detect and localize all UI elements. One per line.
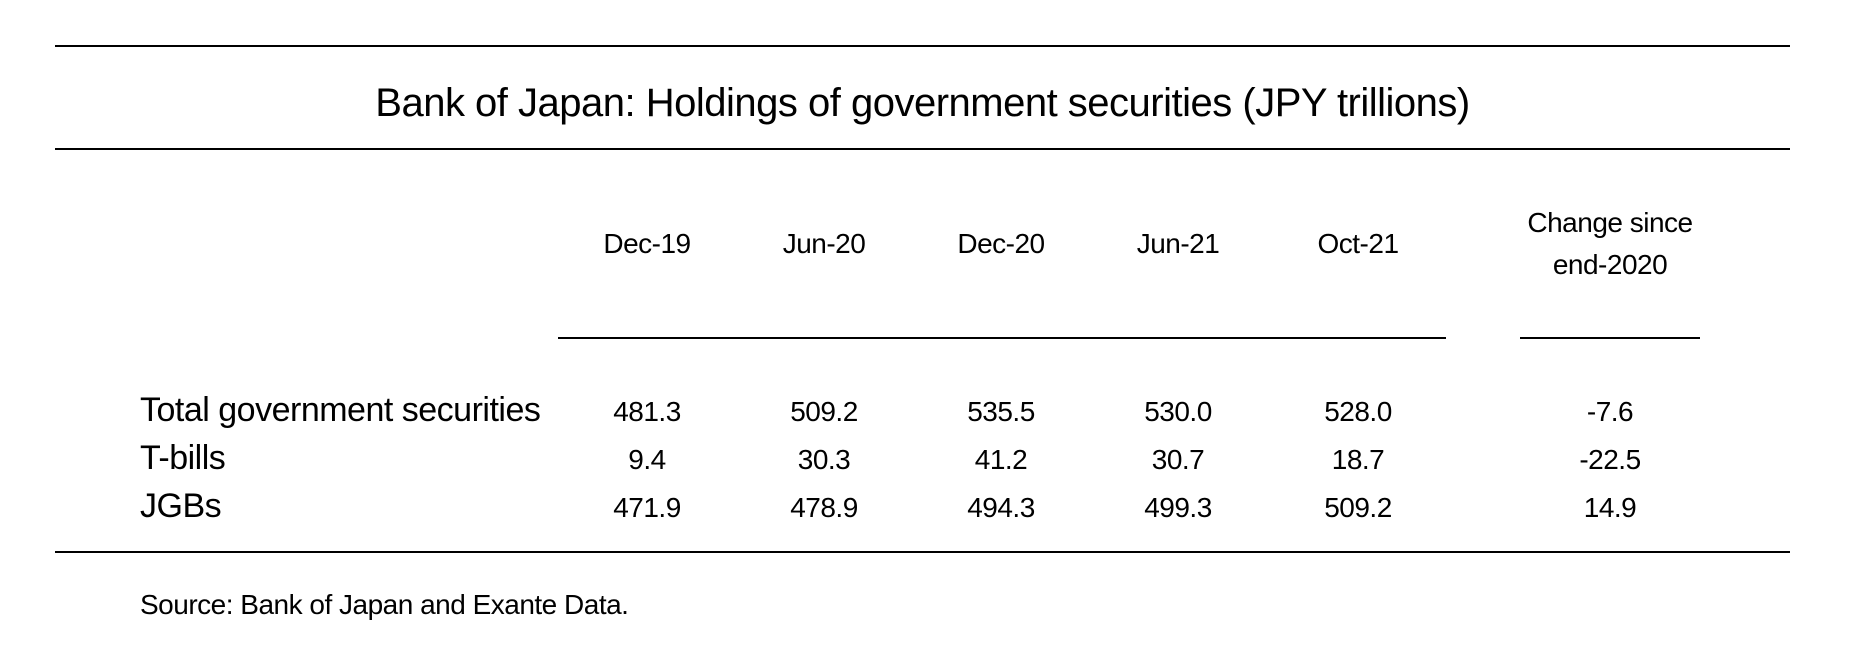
change-cell-0: -7.6 — [1586, 396, 1634, 427]
table-cell-r1-c4: 18.7 — [1331, 444, 1385, 475]
change-header-line-0: Change since — [1527, 207, 1693, 238]
change-cell-2: 14.9 — [1583, 492, 1637, 523]
title-rule — [55, 148, 1790, 150]
column-header-0: Dec-19 — [603, 228, 691, 259]
table-cell-r1-c1: 30.3 — [797, 444, 851, 475]
table-cell-r2-c4: 509.2 — [1324, 492, 1392, 523]
table-cell-r1-c3: 30.7 — [1151, 444, 1205, 475]
row-label-1: T-bills — [140, 439, 226, 477]
column-header-1: Jun-20 — [782, 228, 866, 259]
table-cell-r1-c2: 41.2 — [974, 444, 1028, 475]
row-label-0: Total government securities — [140, 391, 541, 429]
table-cell-r0-c4: 528.0 — [1324, 396, 1392, 427]
table-title: Bank of Japan: Holdings of government se… — [375, 81, 1470, 125]
column-header-4: Oct-21 — [1317, 228, 1399, 259]
period-header-underline — [558, 337, 1446, 339]
row-label-2: JGBs — [140, 487, 222, 525]
change-header-line-1: end-2020 — [1552, 249, 1668, 280]
table-cell-r0-c1: 509.2 — [790, 396, 858, 427]
table-cell-r2-c2: 494.3 — [967, 492, 1035, 523]
top-rule — [55, 45, 1790, 47]
change-header-underline — [1520, 337, 1700, 339]
table-cell-r0-c0: 481.3 — [613, 396, 681, 427]
column-header-3: Jun-21 — [1136, 228, 1220, 259]
table-cell-r2-c0: 471.9 — [613, 492, 681, 523]
column-header-2: Dec-20 — [957, 228, 1045, 259]
bottom-rule — [55, 551, 1790, 553]
table-cell-r1-c0: 9.4 — [628, 444, 666, 475]
table-cell-r2-c1: 478.9 — [790, 492, 858, 523]
change-cell-1: -22.5 — [1579, 444, 1641, 475]
table-cell-r2-c3: 499.3 — [1144, 492, 1212, 523]
table-cell-r0-c3: 530.0 — [1144, 396, 1212, 427]
table-cell-r0-c2: 535.5 — [967, 396, 1035, 427]
source-note: Source: Bank of Japan and Exante Data. — [140, 589, 629, 620]
